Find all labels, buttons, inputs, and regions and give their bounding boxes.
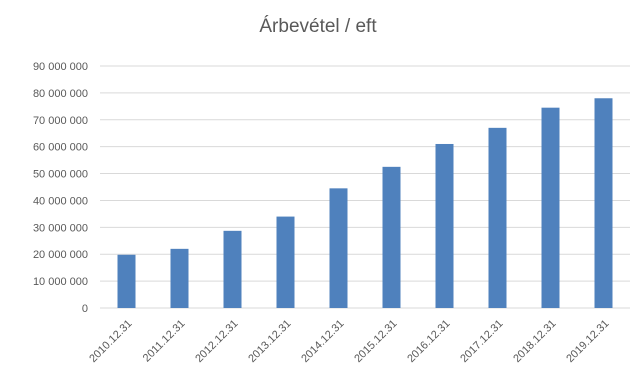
x-tick-label: 2011.12.31: [141, 318, 188, 365]
bar: [488, 127, 507, 308]
y-tick-label: 20 000 000: [33, 249, 88, 261]
y-tick-label: 50 000 000: [33, 169, 88, 181]
y-tick-label: 40 000 000: [33, 195, 88, 207]
x-tick-label: 2014.12.31: [299, 318, 346, 365]
x-tick-label: 2010.12.31: [87, 318, 134, 365]
bar: [435, 143, 454, 308]
chart-title: Árbevétel / eft: [259, 16, 377, 37]
y-tick-label: 0: [82, 303, 88, 315]
x-tick-label: 2013.12.31: [246, 318, 293, 365]
x-tick-label: 2015.12.31: [352, 318, 399, 365]
y-tick-label: 80 000 000: [33, 88, 88, 100]
bar: [382, 166, 401, 308]
y-tick-label: 10 000 000: [33, 276, 88, 288]
bar: [117, 254, 136, 308]
x-tick-label: 2019.12.31: [564, 318, 611, 365]
x-tick-label: 2018.12.31: [511, 318, 558, 365]
x-tick-label: 2012.12.31: [193, 318, 240, 365]
bar: [329, 188, 348, 308]
bar: [223, 230, 242, 308]
y-tick-label: 30 000 000: [33, 222, 88, 234]
bar: [276, 216, 295, 308]
x-tick-label: 2017.12.31: [458, 318, 505, 365]
y-tick-label: 90 000 000: [33, 61, 88, 73]
bar: [541, 107, 560, 308]
bar: [594, 98, 613, 309]
y-tick-label: 60 000 000: [33, 142, 88, 154]
y-tick-label: 70 000 000: [33, 115, 88, 127]
x-tick-label: 2016.12.31: [405, 318, 452, 365]
bar: [170, 248, 189, 308]
